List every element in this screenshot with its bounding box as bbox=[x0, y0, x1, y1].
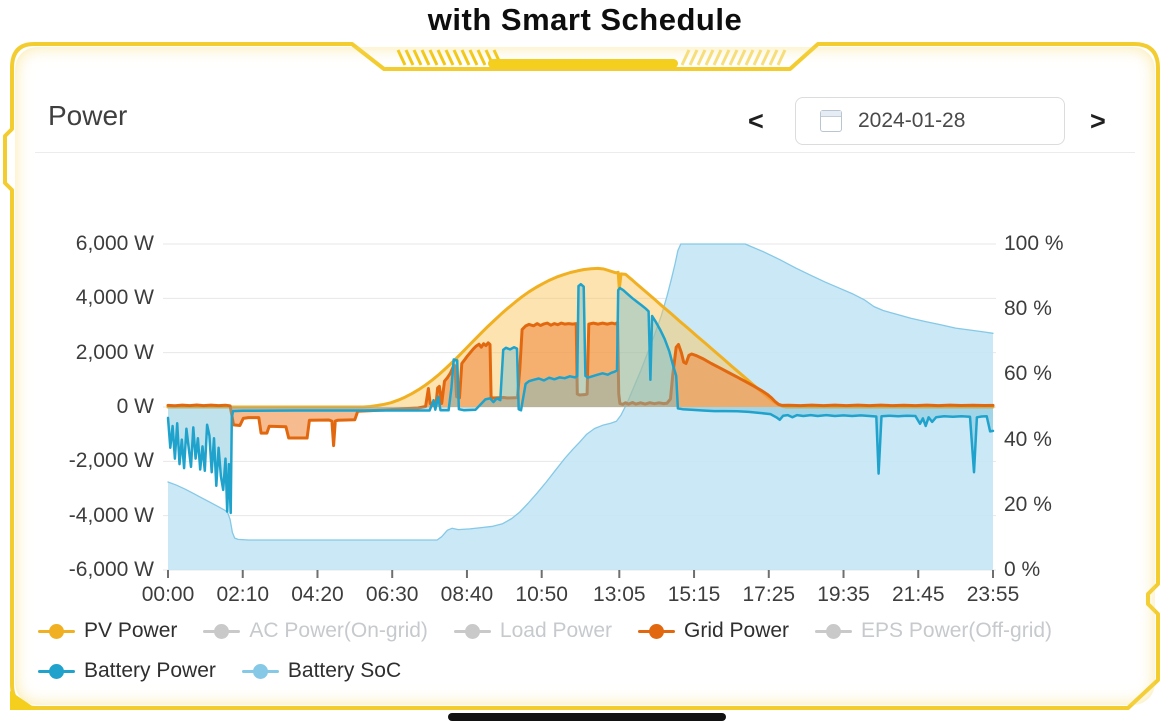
card-heading: Power bbox=[48, 100, 128, 131]
legend-item-pv-power[interactable]: PV Power bbox=[38, 616, 177, 646]
battery-power-line bbox=[166, 282, 995, 515]
battery-soc-legend-marker bbox=[241, 663, 279, 679]
y-axis-left-label: -4,000 W bbox=[68, 503, 154, 527]
legend-label: EPS Power(Off-grid) bbox=[861, 619, 1053, 642]
home-indicator-bar bbox=[448, 713, 726, 721]
y-axis-left-label: 4,000 W bbox=[75, 286, 154, 310]
date-picker[interactable]: 2024-01-28 bbox=[795, 97, 1065, 145]
battery-soc-line bbox=[167, 243, 994, 541]
legend-label: Grid Power bbox=[684, 619, 790, 642]
date-prev-button[interactable]: < bbox=[748, 106, 764, 136]
date-next-button[interactable]: > bbox=[1090, 106, 1106, 136]
y-axis-right-label: 60 % bbox=[1004, 362, 1052, 386]
y-axis-left-label: 0 W bbox=[116, 395, 154, 418]
y-axis-left-label: -6,000 W bbox=[68, 558, 154, 581]
grid-power-line bbox=[166, 321, 995, 448]
x-axis-label: 08:40 bbox=[440, 583, 494, 606]
pv-power-legend-marker bbox=[38, 623, 75, 639]
legend-label: Load Power bbox=[499, 619, 612, 642]
load-power-legend-marker bbox=[453, 623, 491, 639]
x-axis-label: 02:10 bbox=[216, 583, 270, 606]
eps-power-off-grid-legend-marker bbox=[815, 623, 853, 639]
battery-power-area bbox=[168, 284, 993, 513]
pv-power-line bbox=[166, 266, 995, 409]
ac-power-on-grid-legend-marker bbox=[203, 623, 241, 639]
legend-label: PV Power bbox=[84, 619, 178, 642]
x-axis-label: 10:50 bbox=[515, 583, 568, 606]
legend-item-battery-soc[interactable]: Battery SoC bbox=[241, 656, 402, 686]
pv-power-area bbox=[168, 268, 993, 407]
x-axis-label: 00:00 bbox=[141, 583, 195, 606]
legend-item-load-power[interactable]: Load Power bbox=[453, 616, 612, 646]
y-axis-left-label: 2,000 W bbox=[75, 340, 154, 364]
y-axis-right-label: 100 % bbox=[1004, 232, 1064, 255]
chart-legend: PV Power AC Power(On-grid) Load Power Grid … bbox=[38, 616, 1146, 686]
page-title: with Smart Schedule bbox=[427, 2, 743, 37]
x-axis-label: 15:15 bbox=[667, 583, 721, 606]
legend-item-battery-power[interactable]: Battery Power bbox=[38, 656, 216, 686]
battery-power-legend-marker bbox=[38, 663, 75, 679]
x-axis-label: 04:20 bbox=[291, 583, 344, 606]
x-axis-label: 13:05 bbox=[593, 583, 646, 606]
y-axis-left-label: 6,000 W bbox=[75, 232, 154, 255]
header-divider bbox=[35, 152, 1135, 153]
legend-label: Battery SoC bbox=[287, 659, 402, 682]
x-axis-label: 19:35 bbox=[817, 583, 870, 606]
x-axis-label: 21:45 bbox=[891, 583, 945, 606]
battery-soc-area bbox=[168, 244, 993, 570]
legend-item-grid-power[interactable]: Grid Power bbox=[638, 616, 789, 646]
date-value: 2024-01-28 bbox=[858, 109, 966, 132]
legend-label: Battery Power bbox=[84, 659, 216, 682]
legend-label: AC Power(On-grid) bbox=[249, 619, 428, 642]
x-axis-label: 06:30 bbox=[365, 583, 419, 606]
y-axis-right-label: 80 % bbox=[1004, 297, 1052, 321]
grid-power-legend-marker bbox=[638, 623, 675, 639]
y-axis-right-label: 0 % bbox=[1004, 558, 1041, 581]
x-axis-label: 17:25 bbox=[742, 583, 796, 606]
legend-item-ac-power-on-grid[interactable]: AC Power(On-grid) bbox=[203, 616, 428, 646]
legend-item-eps-power-off-grid[interactable]: EPS Power(Off-grid) bbox=[815, 616, 1052, 646]
y-axis-right-label: 40 % bbox=[1004, 427, 1052, 451]
x-axis-label: 23:55 bbox=[966, 583, 1020, 606]
y-axis-right-label: 20 % bbox=[1004, 492, 1052, 516]
y-axis-left-label: -2,000 W bbox=[68, 449, 154, 473]
calendar-icon bbox=[820, 110, 842, 132]
